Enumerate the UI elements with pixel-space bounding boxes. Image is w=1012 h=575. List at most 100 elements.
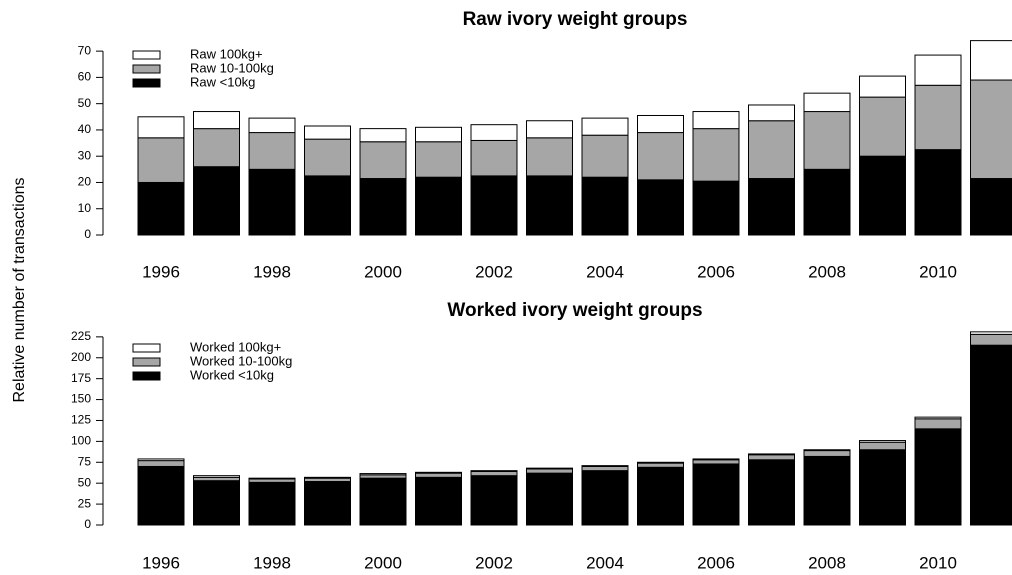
bar-segment	[137, 460, 185, 467]
bar-segment	[415, 476, 462, 526]
bar-segment	[859, 155, 906, 236]
y-tick-label: 75	[78, 454, 92, 468]
bar-segment	[970, 331, 1012, 335]
bar-segment	[914, 428, 962, 526]
bar-segment	[581, 117, 629, 136]
bar-segment	[692, 180, 740, 236]
bar-segment	[304, 138, 351, 177]
legend-swatch	[132, 343, 161, 353]
y-tick-label: 20	[78, 175, 92, 189]
bar-segment	[692, 128, 740, 182]
x-tick-label: 2002	[475, 262, 513, 281]
chart-title: Worked ivory weight groups	[447, 300, 702, 321]
bar-segment	[248, 132, 296, 170]
bar-segment	[415, 176, 462, 236]
bar-segment	[470, 124, 518, 141]
y-tick-label: 60	[78, 70, 92, 84]
y-tick-label: 50	[78, 96, 92, 110]
bar-segment	[970, 40, 1012, 81]
x-tick-label: 1996	[142, 553, 180, 572]
legend-swatch	[132, 371, 161, 381]
bar-segment	[914, 149, 962, 236]
bar-segment	[637, 179, 684, 236]
bar-segment	[304, 477, 351, 483]
x-tick-label: 1998	[253, 553, 291, 572]
bar-segment	[359, 473, 407, 476]
bar-segment	[193, 111, 240, 130]
legend-label: Worked 10-100kg	[190, 353, 292, 368]
x-tick-label: 2004	[586, 553, 624, 572]
legend-label: Worked <10kg	[190, 367, 274, 382]
bar-segment	[526, 137, 573, 177]
bar-segment	[248, 478, 296, 483]
chart-title: Raw ivory weight groups	[463, 9, 688, 30]
bar-segment	[470, 139, 518, 177]
bar-segment	[304, 175, 351, 236]
bar-segment	[581, 134, 629, 178]
bar-segment	[803, 111, 851, 170]
bar-segment	[748, 104, 795, 122]
bar-segment	[803, 450, 851, 457]
bar-segment	[137, 116, 185, 139]
legend-swatch	[132, 78, 161, 88]
bar-segment	[581, 470, 629, 526]
bar-segment	[304, 476, 351, 479]
bar-segment	[470, 470, 518, 477]
bar-segment	[526, 472, 573, 526]
legend-swatch	[132, 50, 161, 60]
bar-segment	[692, 463, 740, 526]
y-tick-label: 70	[78, 43, 92, 57]
bar-segment	[637, 462, 684, 468]
bar-segment	[193, 475, 240, 478]
bar-segment	[970, 333, 1012, 346]
bar-segment	[914, 84, 962, 151]
bar-segment	[248, 168, 296, 236]
bar-segment	[637, 132, 684, 181]
bar-segment	[248, 117, 296, 134]
bar-segment	[193, 128, 240, 168]
bar-segment	[692, 458, 740, 461]
bar-segment	[637, 114, 684, 134]
bar-segment	[526, 175, 573, 236]
bar-segment	[359, 474, 407, 479]
y-tick-label: 150	[71, 392, 91, 406]
bar-segment	[581, 176, 629, 236]
bar-segment	[859, 441, 906, 451]
bar-segment	[803, 455, 851, 526]
bar-segment	[359, 141, 407, 180]
bar-segment	[526, 468, 573, 474]
y-tick-label: 40	[78, 122, 92, 136]
y-tick-label: 100	[71, 434, 91, 448]
x-tick-label: 2000	[364, 262, 402, 281]
bar-segment	[970, 344, 1012, 526]
bar-segment	[359, 477, 407, 526]
legend-label: Raw <10kg	[190, 74, 255, 89]
x-tick-label: 2004	[586, 262, 624, 281]
bar-segment	[637, 461, 684, 464]
y-tick-label: 25	[78, 496, 92, 510]
bar-segment	[748, 120, 795, 180]
bar-segment	[914, 54, 962, 86]
bar-segment	[692, 459, 740, 465]
bar-segment	[859, 440, 906, 443]
bar-segment	[970, 178, 1012, 236]
y-tick-label: 30	[78, 148, 92, 162]
bar-segment	[193, 480, 240, 526]
y-tick-label: 225	[71, 329, 91, 343]
x-tick-label: 2008	[808, 262, 846, 281]
legend-swatch	[132, 64, 161, 74]
bar-segment	[637, 466, 684, 526]
bar-segment	[914, 416, 962, 420]
bar-segment	[470, 475, 518, 526]
bar-segment	[193, 476, 240, 482]
bar-segment	[803, 449, 851, 452]
x-tick-label: 2006	[697, 262, 735, 281]
x-tick-label: 2006	[697, 553, 735, 572]
bar-segment	[914, 418, 962, 430]
legend-label: Raw 10-100kg	[190, 60, 274, 75]
bar-segment	[970, 79, 1012, 180]
bar-segment	[859, 96, 906, 157]
y-axis-label: Relative number of transactions	[11, 178, 28, 403]
y-tick-label: 0	[84, 517, 91, 531]
